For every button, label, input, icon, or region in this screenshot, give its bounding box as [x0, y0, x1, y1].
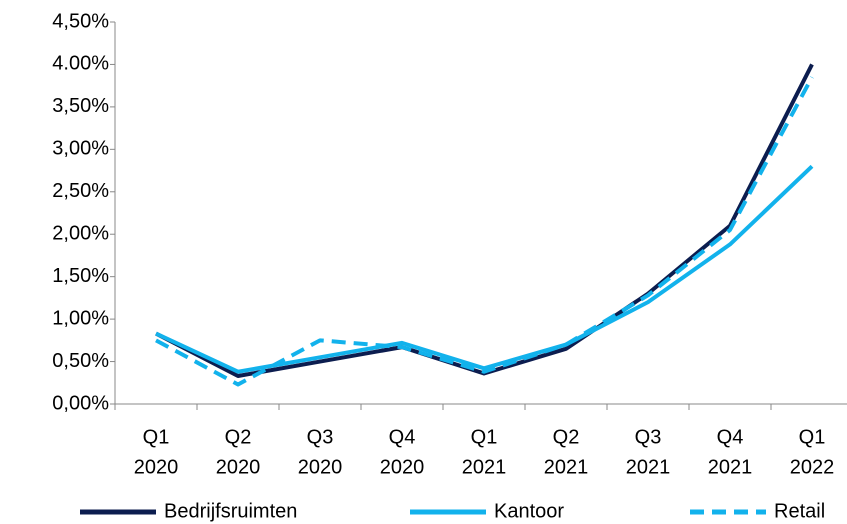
y-tick-label: 4.00%: [52, 53, 109, 75]
x-tick-label: 2020: [298, 456, 343, 478]
y-tick-label: 0,00%: [52, 392, 109, 414]
y-tick-label: 2,50%: [52, 180, 109, 202]
x-tick-label: 2020: [134, 456, 179, 478]
y-tick-label: 3,50%: [52, 95, 109, 117]
series-line: [155, 76, 814, 387]
x-tick-label: Q3: [635, 426, 662, 448]
x-tick-label: 2021: [708, 456, 753, 478]
series-line: [155, 63, 814, 378]
x-tick-label: Q1: [799, 426, 826, 448]
x-tick-label: 2021: [462, 456, 507, 478]
y-tick-label: 1,00%: [52, 307, 109, 329]
y-tick-label: 0,50%: [52, 350, 109, 372]
x-tick-label: Q3: [307, 426, 334, 448]
x-tick-label: Q2: [553, 426, 580, 448]
x-tick-label: 2020: [380, 456, 425, 478]
x-tick-label: Q1: [471, 426, 498, 448]
y-tick-label: 3,00%: [52, 138, 109, 160]
series-line: [155, 164, 814, 374]
x-tick-label: 2021: [626, 456, 671, 478]
legend-label: Bedrijfsruimten: [164, 500, 297, 522]
y-tick-label: 2,00%: [52, 223, 109, 245]
y-tick-label: 1,50%: [52, 265, 109, 287]
x-tick-label: Q1: [143, 426, 170, 448]
x-tick-label: 2022: [790, 456, 835, 478]
x-tick-label: Q4: [717, 426, 744, 448]
y-tick-label: 4,50%: [52, 10, 109, 32]
x-tick-label: Q4: [389, 426, 416, 448]
x-tick-label: 2021: [544, 456, 589, 478]
legend-label: Kantoor: [494, 500, 564, 522]
x-tick-label: 2020: [216, 456, 261, 478]
x-tick-label: Q2: [225, 426, 252, 448]
legend-label: Retail: [774, 500, 825, 522]
